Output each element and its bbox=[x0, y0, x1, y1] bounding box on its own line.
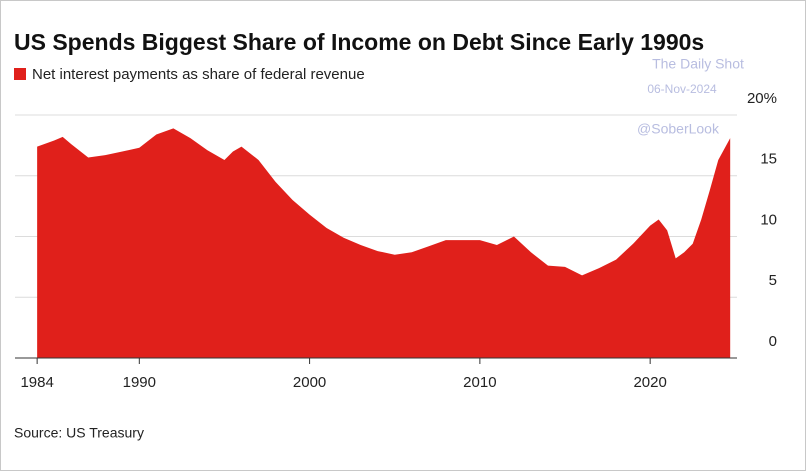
x-tick-label: 1984 bbox=[20, 374, 53, 391]
x-tick-label: 2010 bbox=[463, 374, 496, 391]
watermark: The Daily Shot bbox=[652, 56, 744, 72]
area bbox=[37, 128, 731, 358]
x-tick-label: 2020 bbox=[633, 374, 666, 391]
y-tick-label: 20% bbox=[747, 90, 777, 107]
chart-title: US Spends Biggest Share of Income on Deb… bbox=[14, 29, 704, 55]
watermark: 06-Nov-2024 bbox=[647, 82, 717, 96]
y-tick-label: 5 bbox=[769, 272, 777, 289]
legend-swatch bbox=[14, 68, 26, 80]
y-tick-label: 10 bbox=[760, 211, 777, 228]
x-tick-label: 1990 bbox=[123, 374, 156, 391]
legend-label: Net interest payments as share of federa… bbox=[32, 66, 365, 83]
y-tick-label: 15 bbox=[760, 151, 777, 168]
watermark: @SoberLook bbox=[637, 121, 720, 137]
source: Source: US Treasury bbox=[14, 425, 144, 441]
x-tick-label: 2000 bbox=[293, 374, 326, 391]
y-tick-label: 0 bbox=[769, 333, 777, 350]
